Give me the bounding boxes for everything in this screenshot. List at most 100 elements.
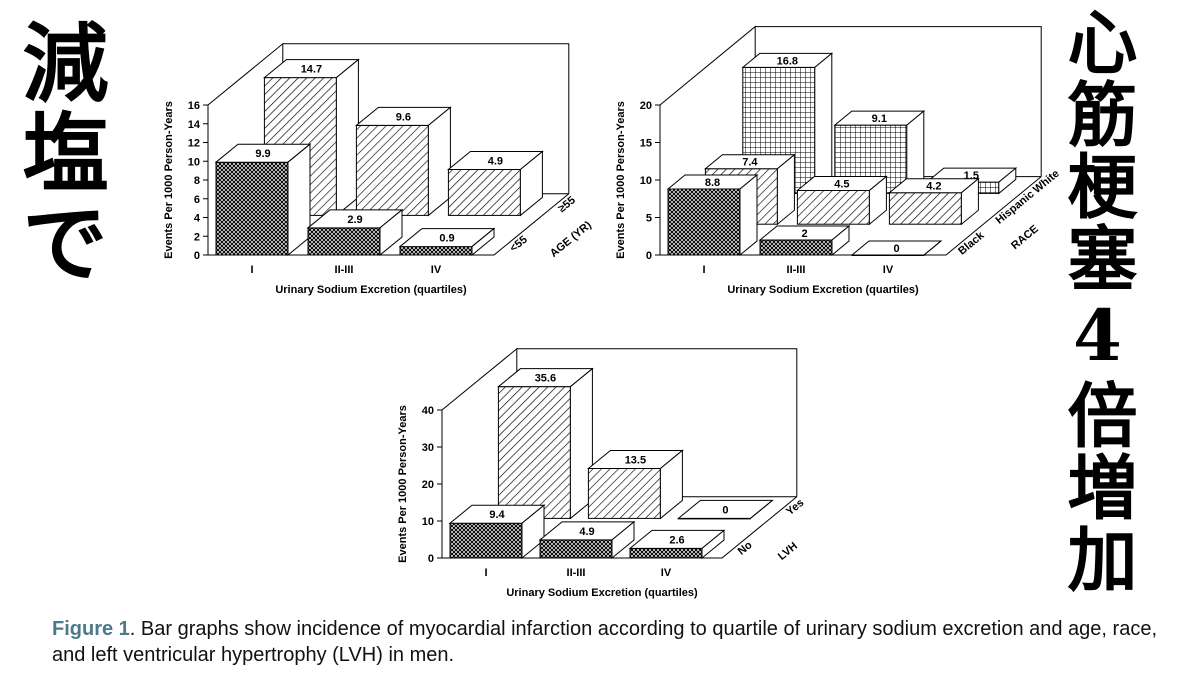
bar: 4.9 <box>538 520 636 560</box>
bar-front <box>447 168 521 216</box>
data-label: 4.2 <box>926 181 941 193</box>
bar-front <box>215 161 289 256</box>
bar: 2.6 <box>628 529 726 560</box>
data-label: 8.8 <box>705 177 720 189</box>
bar: 4.5 <box>796 175 888 226</box>
y-tick-label: 0 <box>428 553 434 565</box>
y-tick-label: 20 <box>640 100 652 112</box>
bar: 4.9 <box>446 150 544 217</box>
figure-caption: Figure 1. Bar graphs show incidence of m… <box>52 616 1162 668</box>
data-label: 0.9 <box>439 233 454 245</box>
bar: 35.6 <box>496 367 594 520</box>
bar-front <box>399 246 473 256</box>
data-label: 4.5 <box>834 178 849 190</box>
bar-side <box>471 227 495 257</box>
bar-front <box>796 189 870 225</box>
series-label: Hispanic <box>994 188 1037 226</box>
data-label: 0 <box>722 504 728 516</box>
bar: 9.4 <box>448 504 546 560</box>
depth-axis-label: AGE (YR) <box>548 219 594 260</box>
y-tick-label: 40 <box>422 405 434 417</box>
data-label: 14.7 <box>301 64 322 76</box>
y-tick-label: 10 <box>422 516 434 528</box>
data-label: 2.9 <box>347 214 362 226</box>
x-tick-label: I <box>484 567 487 579</box>
y-tick-label: 30 <box>422 442 434 454</box>
bar: 0 <box>850 240 943 256</box>
y-tick-label: 20 <box>422 479 434 491</box>
depth-axis-label: LVH <box>776 540 800 563</box>
data-label: 2 <box>801 228 807 240</box>
bar-front <box>497 386 571 519</box>
data-label: 13.5 <box>625 454 646 466</box>
bar-side <box>335 58 359 217</box>
bar-front <box>539 539 613 559</box>
data-label: 9.9 <box>255 148 270 160</box>
bar-side <box>611 520 635 560</box>
bar-side <box>427 106 451 217</box>
headline-left: 減塩で <box>7 18 108 288</box>
y-tick-label: 2 <box>194 231 200 243</box>
x-tick-label: I <box>250 264 253 276</box>
bar: 13.5 <box>586 449 684 520</box>
bar-side <box>379 208 403 257</box>
data-label: 9.1 <box>872 113 887 125</box>
bar-front <box>587 467 661 519</box>
bar: 2.9 <box>306 208 404 257</box>
y-tick-label: 14 <box>188 119 201 131</box>
bar-side <box>739 173 758 257</box>
y-tick-label: 15 <box>640 138 652 150</box>
series-label: Yes <box>784 497 806 518</box>
y-tick-label: 4 <box>194 213 201 225</box>
x-tick-label: I <box>702 264 705 276</box>
bar: 9.6 <box>354 106 452 217</box>
data-label: 0 <box>893 243 899 255</box>
bar-side <box>831 224 850 257</box>
y-tick-label: 6 <box>194 194 200 206</box>
bar-side <box>519 150 543 217</box>
y-tick-label: 16 <box>188 100 200 112</box>
data-label: 4.9 <box>488 155 503 167</box>
data-label: 2.6 <box>669 534 684 546</box>
chart-age: 0 2 4 6 8 10 12 14 16 Events Per 1000 Person-Year… <box>163 42 594 296</box>
headline-right: 心筋梗塞4倍増加 <box>1056 6 1139 595</box>
bar-side <box>776 153 795 226</box>
y-tick-label: 8 <box>194 175 200 187</box>
bar: 0.9 <box>398 227 496 257</box>
bar-front <box>759 239 833 256</box>
chart-lvh: 0 10 20 30 40 Events Per 1000 Person-Years 35.… <box>397 347 806 599</box>
bar-front <box>888 192 962 225</box>
bar-front <box>307 227 381 256</box>
y-axis-label: Events Per 1000 Person-Years <box>397 405 409 563</box>
y-tick-label: 0 <box>194 250 200 262</box>
bar-side <box>960 177 979 226</box>
x-tick-label: II-III <box>335 264 354 276</box>
data-label: 7.4 <box>742 157 758 169</box>
x-tick-label: IV <box>431 264 442 276</box>
bar: 9.9 <box>214 143 312 257</box>
y-tick-label: 10 <box>188 156 200 168</box>
bar-front <box>667 188 741 256</box>
bar-side <box>814 52 833 195</box>
bar: 0 <box>676 499 774 520</box>
x-tick-label: II-III <box>787 264 806 276</box>
bar-front <box>629 547 703 559</box>
bar-front <box>449 522 523 559</box>
bar-side <box>923 240 942 256</box>
bar-side <box>287 143 311 257</box>
data-label: 9.4 <box>489 509 505 521</box>
data-label: 16.8 <box>777 55 798 67</box>
y-axis-label: Events Per 1000 Person-Years <box>615 101 627 259</box>
data-label: 9.6 <box>396 111 411 123</box>
series-label: ≥55 <box>556 194 578 215</box>
x-axis-label: Urinary Sodium Excretion (quartiles) <box>275 284 467 296</box>
x-axis-label: Urinary Sodium Excretion (quartiles) <box>506 587 698 599</box>
depth-axis-label: RACE <box>1009 223 1041 252</box>
y-tick-label: 0 <box>646 250 652 262</box>
caption-text: . Bar graphs show incidence of myocardia… <box>52 618 1158 666</box>
data-label: 4.9 <box>579 526 594 538</box>
bar-side <box>701 529 725 560</box>
x-tick-label: IV <box>661 567 672 579</box>
bar-side <box>868 175 887 226</box>
